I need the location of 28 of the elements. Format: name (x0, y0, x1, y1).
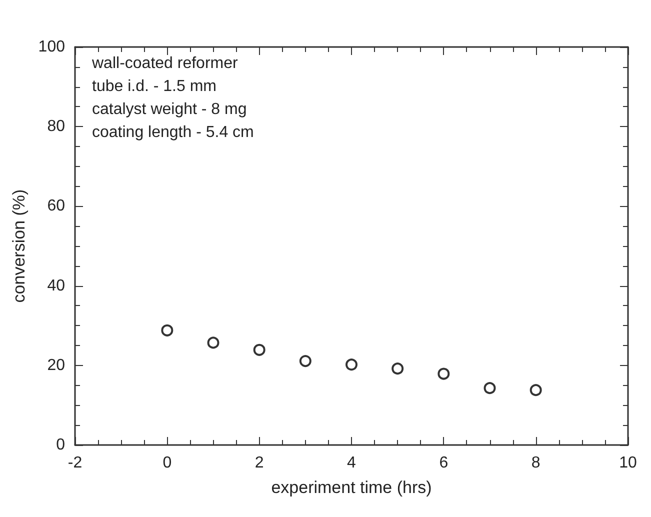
annotation: tube i.d. - 1.5 mm (92, 78, 216, 95)
x-tick-label: 10 (619, 454, 637, 472)
y-tick-label: 80 (47, 118, 66, 136)
annotation: wall-coated reformer (91, 55, 238, 72)
point (346, 358, 358, 371)
point (438, 368, 450, 380)
y-tick-label: 20 (47, 356, 66, 374)
annotation: coating length - 5.4 cm (92, 124, 254, 141)
y-tick-label: 60 (47, 198, 66, 215)
x-tick-label: 8 (531, 454, 540, 472)
x-tick-label: 0 (162, 454, 172, 472)
point (253, 344, 266, 356)
x-axis-title: experiment time (hrs) (271, 478, 432, 497)
point (530, 384, 542, 396)
x-tick-label: 6 (439, 454, 448, 472)
point (392, 362, 404, 375)
point (484, 382, 496, 394)
point (299, 355, 312, 368)
point (207, 336, 220, 349)
y-tick-label: 100 (38, 38, 66, 56)
annotation: catalyst weight - 8 mg (92, 101, 247, 118)
y-tick-label: 40 (47, 277, 66, 294)
x-tick-label: -2 (68, 454, 82, 472)
y-tick-label: 0 (56, 436, 66, 454)
x-tick-label: 2 (254, 454, 264, 472)
x-tick-label: 4 (347, 454, 356, 472)
y-axis-title: conversion (%) (9, 189, 28, 303)
point (161, 324, 174, 336)
